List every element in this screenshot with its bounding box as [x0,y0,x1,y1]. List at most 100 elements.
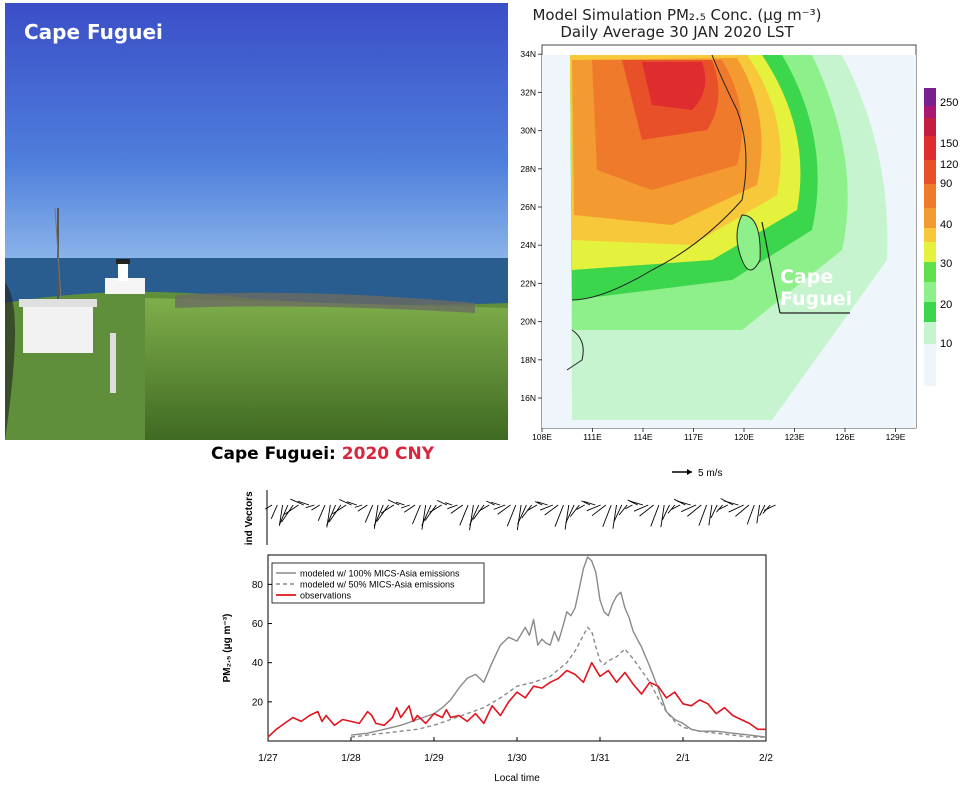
map-lat-label: 16N [520,393,536,403]
wind-arrow [708,504,713,526]
wind-arrow [412,504,421,525]
observation-station-building [23,303,93,353]
wind-arrow [612,504,617,529]
colorbar-label: 40 [940,219,952,231]
wind-arrow [332,504,347,515]
map-lon-label: 129E [886,432,906,442]
wind-arrow [357,504,368,512]
wind-arrow [618,504,628,516]
x-tick-label: 2/1 [676,753,690,764]
legend-entry: modeled w/ 50% MICS-Asia emissions [300,580,455,590]
callout-line2: Fuguei [780,288,853,310]
map-lon-label: 114E [633,432,653,442]
legend: modeled w/ 100% MICS-Asia emissionsmodel… [271,562,485,604]
wind-arrow [540,504,554,511]
callout-line1: Cape [780,266,834,288]
y-tick-label: 60 [252,619,264,630]
wind-arrow [376,504,389,522]
wind-arrow [728,504,744,513]
wind-arrow [278,504,284,526]
wind-arrow [680,504,697,513]
wind-arrow [763,504,776,511]
wind-arrow [759,504,766,517]
map-lon-label: 108E [532,432,552,442]
wind-arrow [338,498,352,506]
map-lat-label: 26N [520,202,536,212]
wind-arrow [444,502,453,506]
x-tick-label: 1/30 [507,753,527,764]
wind-arrow [305,504,315,509]
x-tick-label: 2/2 [759,753,773,764]
wind-arrow [491,501,501,506]
series-line-2 [267,661,766,738]
wind-arrow [421,504,432,527]
wind-arrow [387,499,400,506]
map-lat-label: 34N [520,49,536,59]
wind-arrow [671,504,681,510]
wind-arrow [698,504,708,526]
wind-arrow [354,504,363,508]
wind-arrow [521,504,533,519]
chart-title-prefix: Cape Fuguei: [211,444,342,464]
wind-arrow [311,504,320,511]
pm25-timeseries-plot: PM₂.₅ (μg m⁻³) Local time 20 40 60 80 1/27 1/… [222,554,773,784]
wind-arrow [717,504,728,511]
x-tick-label: 1/31 [590,753,610,764]
wind-arrow [395,501,405,506]
map-lat-label: 28N [520,164,536,174]
y-tick-label: 20 [252,697,264,708]
map-title-line1: Model Simulation PM₂.₅ Conc. (μg m⁻³) [532,6,822,24]
colorbar-label: 90 [940,178,952,190]
colorbar-label: 30 [940,258,952,270]
legend-entry: observations [300,591,352,601]
wind-arrow [281,504,294,523]
pm25-simulation-map: 250 150 120 90 40 30 20 10 108E 111E 114E 117E 120E… [520,44,958,442]
colorbar [924,88,936,386]
pm25-field [542,55,916,428]
wind-arrow [583,501,596,506]
wind-arrow [756,504,761,524]
wind-arrow [404,504,416,513]
colorbar-label: 20 [940,299,952,311]
wind-arrow [472,504,485,520]
map-title-line2: Daily Average 30 JAN 2020 LST [560,23,794,41]
wind-arrow [469,504,480,526]
wind-arrow [326,504,337,526]
wind-vectors-panel: Wind Vectors 5 m/s [244,468,776,545]
wind-arrow [493,504,506,510]
wind-arrow [633,504,649,512]
map-lat-label: 30N [520,126,536,136]
wind-arrow [364,504,374,523]
wind-arrow [576,504,585,510]
taiwan-outline [736,214,761,271]
wind-arrow [687,504,702,517]
wind-arrow [676,500,691,506]
x-axis-label: Local time [494,773,540,784]
photo-title: Cape Fuguei [24,20,163,44]
wind-arrow [290,498,304,506]
wind-arrow [297,500,310,506]
colorbar-label: 150 [940,138,958,150]
wind-arrow [613,504,623,522]
wind-arrow [516,504,522,531]
wind-arrow [469,504,474,531]
y-tick-label: 40 [252,658,264,669]
map-lat-label: 32N [520,87,536,97]
cape-fuguei-callout: Cape Fuguei [780,266,852,310]
chart-title-highlight: 2020 CNY [341,444,435,464]
wind-arrow [537,501,548,506]
wind-arrow [436,499,448,506]
wind-arrow [581,500,591,506]
wind-arrow [569,504,580,517]
wind-arrow [723,500,739,506]
map-lat-label: 18N [520,355,536,365]
wind-scale-label: 5 m/s [698,468,722,479]
wind-arrow [265,504,273,510]
wind-arrow [459,504,469,526]
wind-arrow [270,504,278,519]
chart-title: Cape Fuguei: 2020 CNY [211,444,434,464]
map-lat-label: 20N [520,317,536,327]
wind-arrow [535,501,543,506]
wind-ylabel: Wind Vectors [244,491,255,545]
wind-arrow [284,504,299,515]
